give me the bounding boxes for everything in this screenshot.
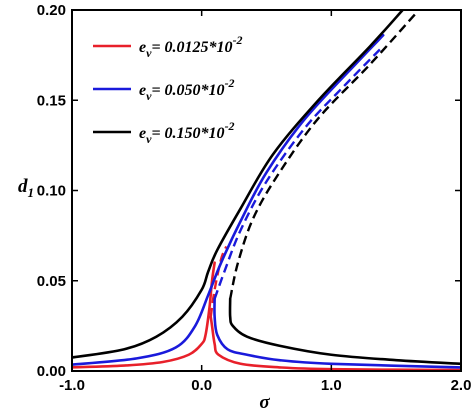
y-tick-label: 0.20 [37, 2, 66, 19]
x-tick-label: 1.0 [321, 377, 342, 394]
x-tick-label: -1.0 [59, 377, 85, 394]
legend-entry-3: ev= 0.150*10-2 [93, 119, 235, 146]
legend-label: ev= 0.150*10-2 [139, 119, 235, 146]
curves-layer [72, 10, 461, 371]
legend: ev= 0.0125*10-2 ev= 0.050*10-2 ev= 0.150*1… [93, 33, 243, 146]
x-tick-label: 0.0 [191, 377, 212, 394]
legend-entry-2: ev= 0.050*10-2 [93, 76, 235, 103]
labels-layer: -1.0 0.0 1.0 2.0 0.00 0.05 0.10 0.15 0.20 σ d1 [18, 2, 471, 413]
series-2-unstable-branch [213, 45, 385, 300]
y-tick-label: 0.05 [37, 273, 66, 290]
series-1 [72, 245, 461, 371]
series-3-upper-branch [72, 10, 404, 359]
legend-label: ev= 0.0125*10-2 [139, 33, 243, 60]
x-axis-label: σ [259, 392, 270, 413]
legend-label: ev= 0.050*10-2 [139, 76, 235, 103]
x-tick-label: 2.0 [451, 377, 472, 394]
series-2-upper-branch [72, 33, 385, 366]
plot-frame [71, 9, 462, 372]
y-axis-label: d1 [18, 176, 34, 200]
series-2 [72, 33, 461, 369]
y-tick-label: 0.15 [37, 92, 66, 109]
series-1-upper-branch [72, 261, 216, 369]
series-3-lower-branch [228, 297, 461, 366]
y-tick-label: 0.10 [37, 183, 66, 200]
series-3 [72, 10, 461, 366]
series-2-lower-branch [213, 297, 461, 369]
y-axis-label-subscript: 1 [28, 185, 35, 200]
ticks-layer [71, 9, 462, 372]
series-3-unstable-branch [229, 12, 417, 300]
series-1-lower-branch [209, 315, 461, 371]
y-tick-label: 0.00 [37, 363, 66, 380]
legend-entry-1: ev= 0.0125*10-2 [93, 33, 243, 60]
